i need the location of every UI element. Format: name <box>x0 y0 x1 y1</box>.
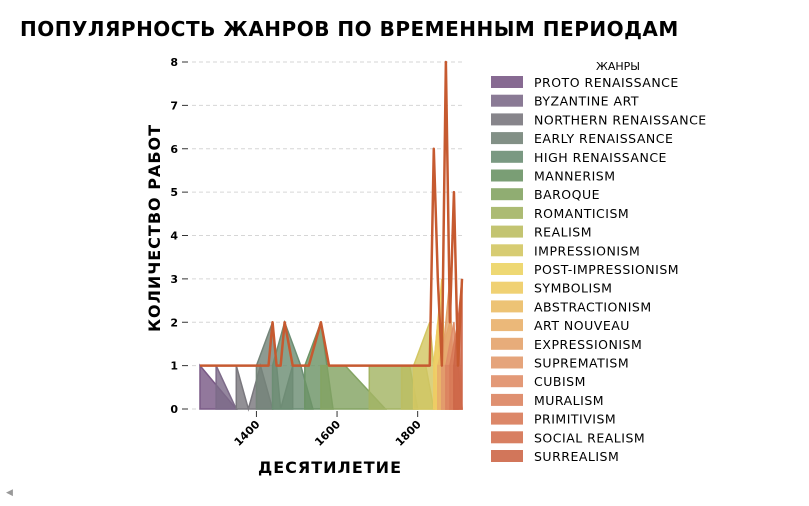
legend-title: ЖАНРЫ <box>596 60 640 73</box>
legend-label: PROTO RENAISSANCE <box>534 75 679 90</box>
legend-item: POST-IMPRESSIONISM <box>491 262 679 277</box>
y-tick-label: 2 <box>170 316 178 329</box>
legend-swatch <box>491 337 523 350</box>
legend-swatch <box>491 300 523 313</box>
legend-swatch <box>491 150 523 163</box>
legend-label: EARLY RENAISSANCE <box>534 131 673 146</box>
legend-swatch <box>491 244 523 257</box>
legend-label: POST-IMPRESSIONISM <box>534 262 679 277</box>
y-tick-label: 1 <box>170 360 178 373</box>
legend-swatch <box>491 412 523 425</box>
legend-swatch <box>491 375 523 388</box>
legend-item: PROTO RENAISSANCE <box>491 75 679 90</box>
x-axis-label: ДЕСЯТИЛЕТИЕ <box>258 458 402 477</box>
legend-item: EXPRESSIONISM <box>491 337 642 352</box>
legend-item: SYMBOLISM <box>491 281 612 296</box>
area-byzantine-art <box>215 365 238 410</box>
legend-label: HIGH RENAISSANCE <box>534 150 667 165</box>
legend-item: NORTHERN RENAISSANCE <box>491 112 707 127</box>
legend-item: BAROQUE <box>491 187 600 202</box>
legend-label: REALISM <box>534 225 592 240</box>
legend-swatch <box>491 356 523 369</box>
total-outline-line <box>200 60 464 367</box>
legend-label: ART NOUVEAU <box>534 318 630 333</box>
legend-item: CUBISM <box>491 374 586 389</box>
legend-label: NORTHERN RENAISSANCE <box>534 112 707 127</box>
legend-label: ROMANTICISM <box>534 206 629 221</box>
x-tick-label: 1800 <box>393 418 424 449</box>
y-tick-label: 6 <box>170 143 178 156</box>
legend-swatch <box>491 113 523 126</box>
legend-item: ABSTRACTIONISM <box>491 299 652 314</box>
chart-title: ПОПУЛЯРНОСТЬ ЖАНРОВ ПО ВРЕМЕННЫМ ПЕРИОДА… <box>20 17 679 41</box>
legend-item: ART NOUVEAU <box>491 318 630 333</box>
legend-label: ABSTRACTIONISM <box>534 299 652 314</box>
legend-label: PRIMITIVISM <box>534 412 616 427</box>
x-axis-ticks: 1400 1600 1800 <box>232 411 424 449</box>
legend-item: SUPREMATISM <box>491 356 629 371</box>
total-outline <box>200 60 464 367</box>
legend-label: EXPRESSIONISM <box>534 337 642 352</box>
legend-label: MANNERISM <box>534 169 616 184</box>
legend-swatch <box>491 450 523 462</box>
legend-item: HIGH RENAISSANCE <box>491 150 667 165</box>
legend-swatch <box>491 132 523 145</box>
legend-label: SURREALISM <box>534 449 619 464</box>
legend-swatch <box>491 319 523 332</box>
legend-item: PRIMITIVISM <box>491 412 616 427</box>
x-tick-label: 1400 <box>232 418 263 449</box>
legend-item: SOCIAL REALISM <box>491 430 645 445</box>
y-tick-label: 4 <box>170 230 178 243</box>
legend-swatch <box>491 206 523 219</box>
legend-swatch <box>491 169 523 182</box>
y-tick-label: 5 <box>170 186 178 199</box>
legend-swatch <box>491 94 523 107</box>
y-axis-label: КОЛИЧЕСТВО РАБОТ <box>145 124 164 332</box>
legend-label: SOCIAL REALISM <box>534 430 645 445</box>
legend-swatch <box>491 76 523 88</box>
legend-label: BYZANTINE ART <box>534 94 639 109</box>
legend-label: CUBISM <box>534 374 586 389</box>
legend-item: ROMANTICISM <box>491 206 629 221</box>
legend: PROTO RENAISSANCE BYZANTINE ART NORTHERN R… <box>491 75 707 464</box>
legend-item: BYZANTINE ART <box>491 94 639 109</box>
legend-item: MURALISM <box>491 393 604 408</box>
legend-label: MURALISM <box>534 393 604 408</box>
y-tick-label: 0 <box>170 403 178 416</box>
legend-swatch <box>491 281 523 294</box>
y-tick-label: 7 <box>170 99 178 112</box>
legend-label: SYMBOLISM <box>534 281 612 296</box>
y-tick-label: 8 <box>170 56 178 69</box>
y-axis-ticks: 0 1 2 3 4 5 6 7 8 <box>170 56 188 416</box>
legend-label: IMPRESSIONISM <box>534 243 640 258</box>
legend-label: SUPREMATISM <box>534 356 629 371</box>
legend-item: MANNERISM <box>491 169 616 184</box>
x-tick-label: 1600 <box>312 418 343 449</box>
legend-swatch <box>491 188 523 201</box>
legend-swatch <box>491 431 523 444</box>
legend-item: SURREALISM <box>491 449 619 464</box>
legend-item: REALISM <box>491 225 592 240</box>
legend-swatch <box>491 263 523 275</box>
area-series <box>199 278 463 412</box>
back-arrow-icon[interactable]: ◀ <box>6 488 13 498</box>
legend-swatch <box>491 393 523 406</box>
legend-label: BAROQUE <box>534 187 600 202</box>
legend-item: EARLY RENAISSANCE <box>491 131 673 146</box>
legend-item: IMPRESSIONISM <box>491 243 640 258</box>
y-tick-label: 3 <box>170 273 178 286</box>
legend-swatch <box>491 225 523 238</box>
